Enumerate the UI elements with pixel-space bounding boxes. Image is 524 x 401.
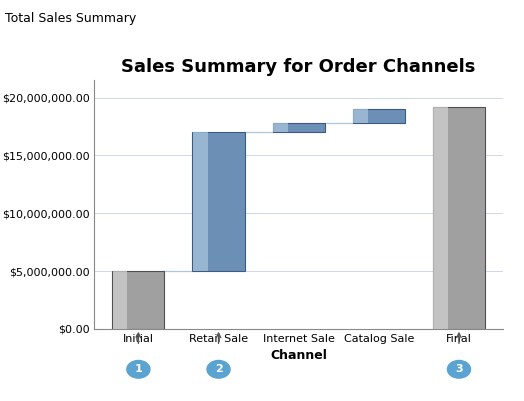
Text: Total Sales Summary: Total Sales Summary — [5, 12, 136, 25]
Bar — [112, 271, 165, 329]
Bar — [193, 132, 208, 271]
Bar — [433, 107, 485, 329]
Title: Sales Summary for Order Channels: Sales Summary for Order Channels — [122, 58, 476, 76]
Bar — [353, 109, 405, 123]
Bar — [272, 123, 325, 132]
Bar — [113, 271, 127, 329]
Bar — [273, 123, 288, 132]
Bar — [192, 132, 245, 271]
X-axis label: Channel: Channel — [270, 349, 327, 362]
Bar — [433, 107, 448, 329]
Text: 1: 1 — [135, 364, 143, 374]
Bar — [353, 109, 368, 123]
Text: 2: 2 — [215, 364, 222, 374]
Text: 3: 3 — [455, 364, 463, 374]
